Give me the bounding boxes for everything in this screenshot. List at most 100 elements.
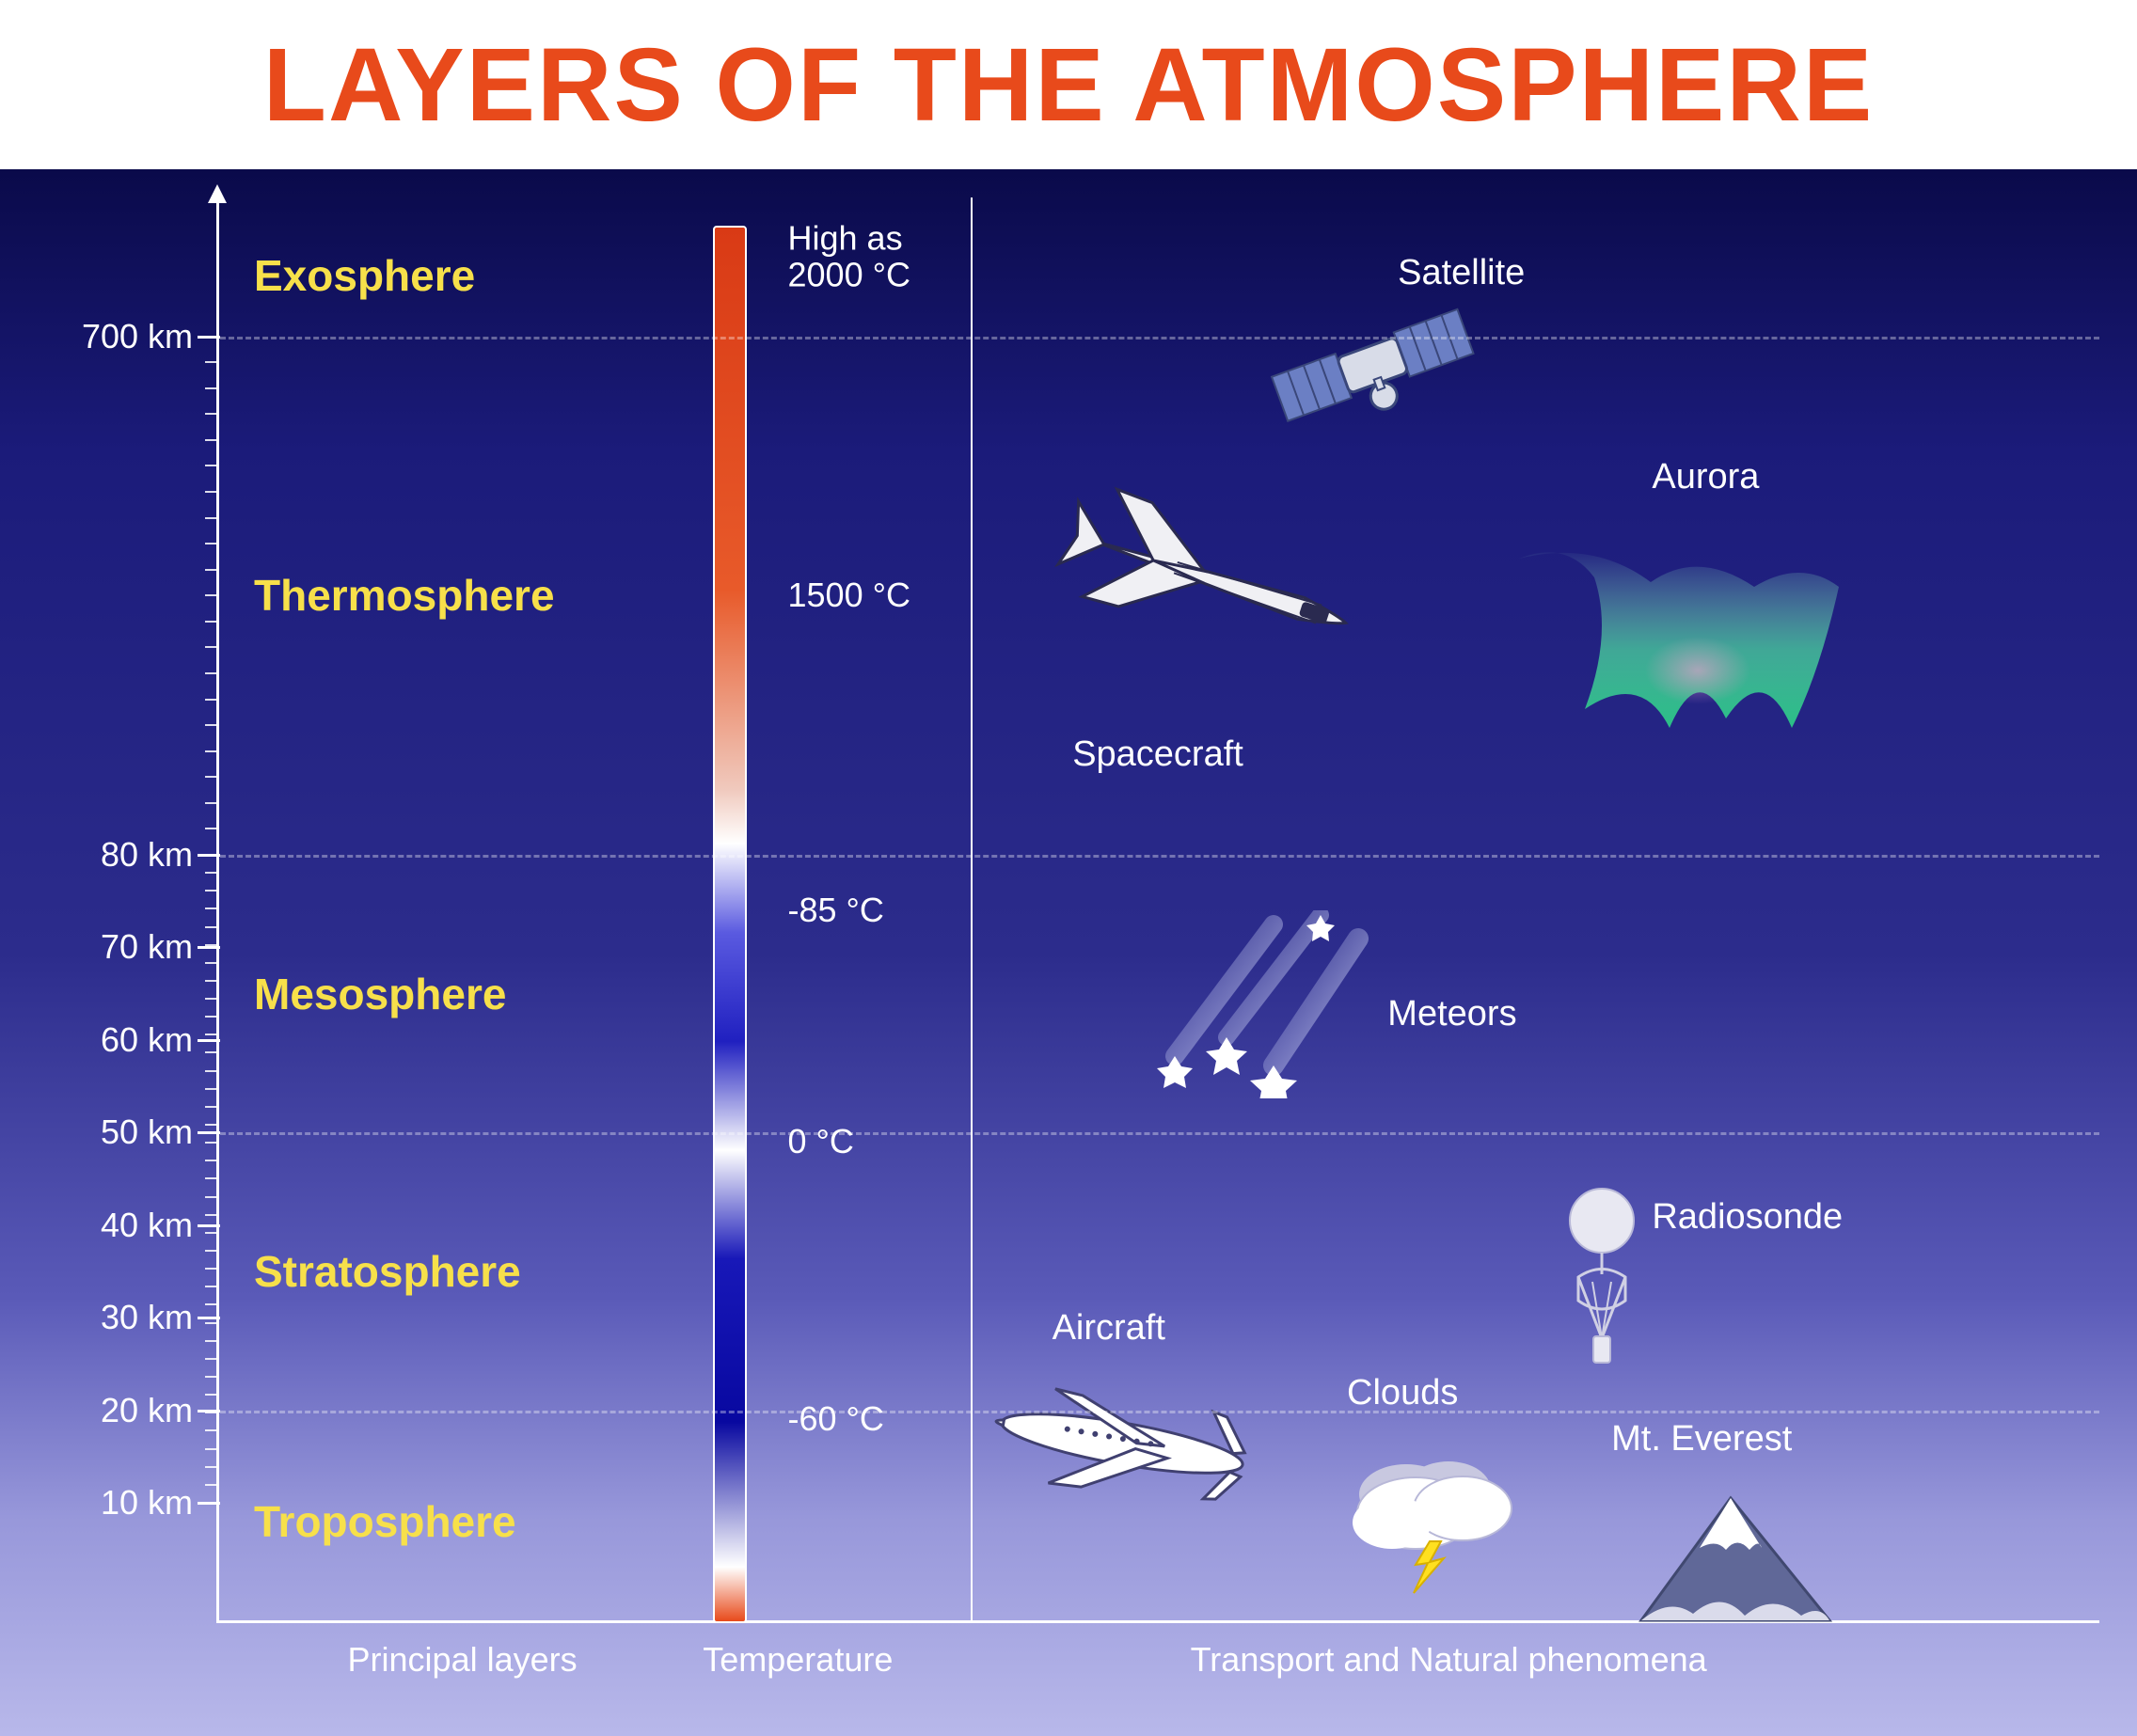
phenomenon-label: Aurora: [1652, 457, 1759, 497]
y-tick-major: [198, 1131, 220, 1134]
y-tick-minor: [205, 1088, 218, 1090]
y-tick-minor: [205, 621, 218, 623]
phenomenon-label: Aircraft: [1053, 1308, 1165, 1349]
section-label-temperature: Temperature: [703, 1640, 893, 1680]
temperature-label: -85 °C: [788, 891, 884, 930]
satellite-icon: [1266, 290, 1482, 454]
y-tick-minor: [205, 699, 218, 701]
y-tick-major: [198, 946, 220, 949]
y-tick-minor: [205, 646, 218, 648]
y-tick-minor: [205, 872, 218, 874]
y-tick-minor: [205, 1340, 218, 1342]
y-tick-major: [198, 1502, 220, 1505]
mountain-icon: [1632, 1484, 1839, 1630]
y-tick-minor: [205, 413, 218, 415]
y-tick-minor: [205, 1070, 218, 1072]
phenomenon-label: Mt. Everest: [1611, 1419, 1792, 1460]
y-tick-minor: [205, 1016, 218, 1018]
y-tick-minor: [205, 1448, 218, 1450]
y-tick-minor: [205, 517, 218, 519]
y-tick-label: 20 km: [101, 1391, 193, 1430]
phenomenon-label: Radiosonde: [1652, 1197, 1843, 1238]
y-tick-minor: [205, 1484, 218, 1486]
y-tick-minor: [205, 1303, 218, 1305]
y-tick-minor: [205, 1429, 218, 1431]
layer-label: Exosphere: [254, 250, 475, 301]
y-tick-minor: [205, 543, 218, 544]
y-tick-minor: [205, 387, 218, 389]
y-tick-minor: [205, 1250, 218, 1252]
y-tick-major: [198, 1039, 220, 1042]
clouds-icon: [1326, 1438, 1533, 1602]
y-tick-major: [198, 854, 220, 857]
y-tick-label: 700 km: [82, 317, 193, 356]
y-tick-major: [198, 336, 220, 339]
chart-area: Principal layers Temperature Transport a…: [0, 169, 2137, 1736]
y-tick-minor: [205, 1196, 218, 1198]
y-tick-minor: [205, 1142, 218, 1144]
layer-boundary-line: [220, 337, 2099, 339]
temperature-bar: [713, 226, 747, 1623]
section-label-phenomena: Transport and Natural phenomena: [1191, 1640, 1707, 1680]
y-tick-label: 80 km: [101, 835, 193, 875]
phenomenon-label: Satellite: [1398, 253, 1525, 293]
y-tick-minor: [205, 1268, 218, 1270]
y-tick-label: 10 km: [101, 1483, 193, 1523]
y-tick-major: [198, 1224, 220, 1227]
layer-boundary-line: [220, 1411, 2099, 1413]
y-tick-minor: [205, 962, 218, 964]
radiosonde-icon: [1550, 1188, 1654, 1381]
y-tick-minor: [205, 439, 218, 441]
y-tick-minor: [205, 1286, 218, 1287]
aurora-icon: [1510, 530, 1848, 761]
layer-label: Troposphere: [254, 1496, 516, 1547]
y-tick-minor: [205, 491, 218, 493]
y-tick-minor: [205, 672, 218, 674]
y-tick-minor: [205, 361, 218, 363]
y-tick-minor: [205, 944, 218, 946]
y-tick-minor: [205, 1232, 218, 1234]
y-tick-minor: [205, 1322, 218, 1324]
y-axis-arrow-icon: [208, 184, 227, 203]
y-tick-minor: [205, 594, 218, 596]
layer-boundary-line: [220, 1132, 2099, 1135]
y-tick-minor: [205, 802, 218, 804]
y-tick-label: 50 km: [101, 1113, 193, 1152]
y-tick-label: 70 km: [101, 927, 193, 967]
y-tick-minor: [205, 828, 218, 829]
y-tick-minor: [205, 1160, 218, 1161]
y-tick-minor: [205, 1376, 218, 1378]
temperature-label: 1500 °C: [788, 576, 910, 615]
page-title: LAYERS OF THE ATMOSPHERE: [263, 25, 1874, 145]
title-bar: LAYERS OF THE ATMOSPHERE: [0, 0, 2137, 169]
layer-label: Thermosphere: [254, 570, 555, 621]
y-tick-minor: [205, 1124, 218, 1126]
layer-label: Mesosphere: [254, 969, 506, 1019]
plot: Principal layers Temperature Transport a…: [66, 197, 2099, 1623]
y-tick-label: 40 km: [101, 1206, 193, 1245]
phenomenon-label: Spacecraft: [1072, 734, 1243, 775]
y-tick-minor: [205, 998, 218, 1000]
y-tick-minor: [205, 465, 218, 466]
y-tick-minor: [205, 1214, 218, 1216]
spacecraft-icon: [1042, 457, 1381, 706]
phenomenon-label: Clouds: [1347, 1373, 1458, 1413]
temperature-label: 0 °C: [788, 1122, 854, 1161]
y-tick-minor: [205, 926, 218, 928]
y-tick-minor: [205, 1051, 218, 1053]
section-label-principal: Principal layers: [348, 1640, 578, 1680]
phenomenon-label: Meteors: [1387, 994, 1516, 1034]
y-tick-label: 60 km: [101, 1020, 193, 1060]
y-tick-minor: [205, 569, 218, 571]
y-tick-minor: [205, 1466, 218, 1468]
y-tick-minor: [205, 1358, 218, 1360]
y-tick-minor: [205, 980, 218, 982]
layer-label: Stratosphere: [254, 1246, 521, 1297]
y-tick-minor: [205, 1177, 218, 1179]
aircraft-icon: [981, 1364, 1263, 1528]
y-tick-minor: [205, 1394, 218, 1396]
y-tick-minor: [205, 1412, 218, 1413]
meteors-icon: [1123, 910, 1386, 1103]
y-tick-major: [198, 1317, 220, 1319]
y-tick-minor: [205, 890, 218, 892]
